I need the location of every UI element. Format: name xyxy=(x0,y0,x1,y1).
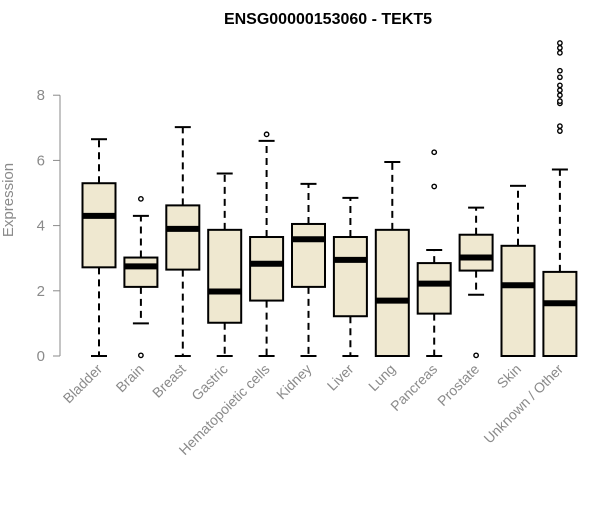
box-gastric xyxy=(207,172,243,357)
box-brain xyxy=(123,195,159,359)
iqr-box xyxy=(374,228,410,357)
x-tick-label: Lung xyxy=(365,361,398,394)
outlier-point xyxy=(137,352,144,359)
x-tick-label: Breast xyxy=(149,361,189,401)
x-tick-label: Bladder xyxy=(60,361,106,407)
iqr-box xyxy=(416,262,452,315)
outlier-point xyxy=(263,131,270,138)
box-bladder xyxy=(81,138,117,357)
outlier-point xyxy=(557,67,563,74)
box-unknown-other xyxy=(542,40,578,357)
outlier-point xyxy=(557,128,563,134)
iqr-box xyxy=(81,182,117,269)
box-breast xyxy=(165,126,201,357)
box-group xyxy=(81,40,578,359)
x-tick-label: Liver xyxy=(324,361,357,394)
box-pancreas xyxy=(416,149,452,357)
x-tick-label: Kidney xyxy=(273,361,315,403)
x-tick-label: Prostate xyxy=(434,361,482,409)
x-tick-label: Pancreas xyxy=(387,361,440,414)
box-lung xyxy=(374,161,410,357)
iqr-box xyxy=(165,204,201,271)
outlier-point xyxy=(557,98,563,104)
iqr-box xyxy=(458,233,494,272)
iqr-box xyxy=(500,244,536,357)
iqr-box xyxy=(249,236,285,302)
outlier-point xyxy=(557,82,563,89)
x-tick-label: Brain xyxy=(113,361,147,395)
y-tick-label: 2 xyxy=(37,283,45,300)
y-tick-label: 0 xyxy=(37,348,45,365)
box-kidney xyxy=(291,182,326,357)
iqr-box xyxy=(542,270,578,357)
box-liver xyxy=(332,196,368,357)
outlier-point xyxy=(557,92,563,99)
outlier-point xyxy=(557,45,563,51)
box-hematopoietic-cells xyxy=(249,131,285,357)
iqr-box xyxy=(207,228,243,324)
iqr-box xyxy=(291,222,326,288)
outlier-point xyxy=(557,87,563,94)
outlier-point xyxy=(137,195,144,202)
y-tick-label: 4 xyxy=(37,218,45,235)
outlier-point xyxy=(557,123,563,130)
x-tick-label: Skin xyxy=(494,361,525,392)
outlier-point xyxy=(557,40,563,46)
box-skin xyxy=(500,184,536,357)
x-tick-label: Unknown / Other xyxy=(480,361,566,447)
y-tick-label: 8 xyxy=(37,87,45,104)
iqr-box xyxy=(332,236,368,318)
outlier-point xyxy=(557,49,563,56)
y-tick-label: 6 xyxy=(37,152,45,169)
iqr-box xyxy=(123,256,159,288)
outlier-point xyxy=(557,74,563,81)
outlier-point xyxy=(473,352,479,359)
outlier-point xyxy=(431,149,438,156)
y-axis-label: Expression xyxy=(0,163,17,237)
chart-title: ENSG00000153060 - TEKT5 xyxy=(224,11,432,28)
y-axis: 0 2 4 6 8 xyxy=(37,87,61,365)
box-prostate xyxy=(458,206,494,359)
outlier-point xyxy=(431,183,438,190)
